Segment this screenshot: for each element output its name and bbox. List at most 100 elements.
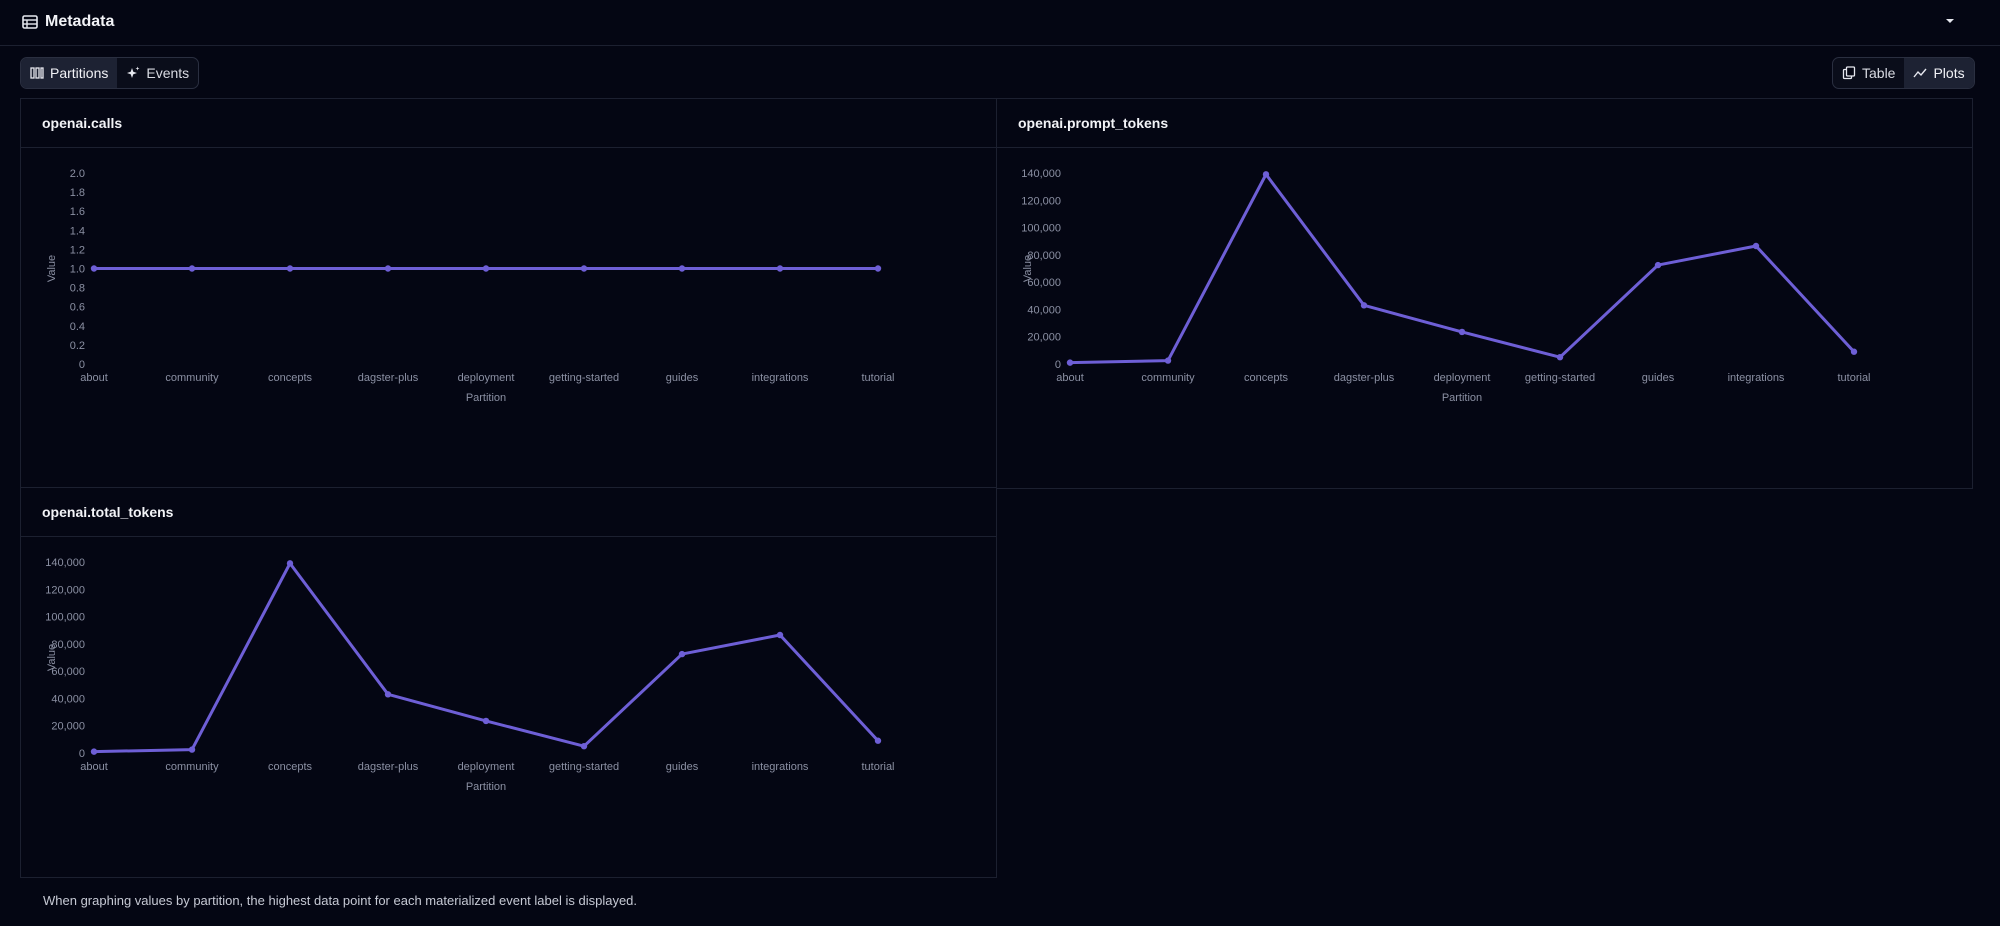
table-view-button[interactable]: Table xyxy=(1833,58,1904,88)
x-axis-label: Partition xyxy=(1442,392,1482,404)
table-list-icon xyxy=(22,15,38,29)
data-point xyxy=(874,265,882,272)
x-tick-label: concepts xyxy=(268,372,313,384)
y-tick-label: 120,000 xyxy=(1021,195,1061,207)
panel-title: openai.total_tokens xyxy=(42,504,174,520)
y-tick-label: 80,000 xyxy=(51,639,85,651)
y-tick-label: 100,000 xyxy=(45,612,85,624)
data-point xyxy=(188,746,196,753)
data-point xyxy=(1066,359,1074,366)
section-title: Metadata xyxy=(45,13,115,30)
data-point xyxy=(188,265,196,272)
data-point xyxy=(678,650,686,658)
partitions-icon xyxy=(30,67,44,79)
data-point xyxy=(384,691,392,698)
data-point xyxy=(1360,302,1368,309)
x-tick-label: guides xyxy=(666,761,699,773)
data-point xyxy=(1556,353,1564,361)
tab-events[interactable]: Events xyxy=(117,58,198,88)
y-tick-label: 60,000 xyxy=(1027,277,1061,289)
plots-view-button[interactable]: Plots xyxy=(1904,58,1974,88)
y-tick-label: 0.4 xyxy=(70,321,85,333)
data-point xyxy=(1164,357,1172,364)
y-tick-label: 120,000 xyxy=(45,584,85,596)
tab-label: Events xyxy=(146,65,190,81)
data-point xyxy=(1752,242,1760,250)
x-tick-label: tutorial xyxy=(861,761,894,773)
y-tick-label: 1.0 xyxy=(70,264,85,276)
y-tick-label: 1.4 xyxy=(70,225,85,237)
x-tick-label: tutorial xyxy=(861,372,894,384)
x-tick-label: getting-started xyxy=(1525,372,1595,384)
x-tick-label: concepts xyxy=(268,761,313,773)
data-point xyxy=(874,737,882,744)
x-tick-label: guides xyxy=(1642,372,1675,384)
y-tick-label: 0.8 xyxy=(70,283,85,295)
x-tick-label: getting-started xyxy=(549,761,619,773)
data-point xyxy=(580,265,588,272)
panel-header: openai.calls xyxy=(21,99,996,148)
data-point xyxy=(1850,348,1858,355)
tab-label: Partitions xyxy=(50,65,109,81)
caret-down-icon[interactable] xyxy=(1943,16,1957,26)
y-tick-label: 20,000 xyxy=(1027,332,1061,344)
x-tick-label: deployment xyxy=(458,372,515,384)
data-point xyxy=(482,265,490,272)
x-axis-label: Partition xyxy=(466,392,506,404)
view-label: Table xyxy=(1862,65,1896,81)
x-tick-label: dagster-plus xyxy=(1334,372,1395,384)
data-point xyxy=(580,742,588,750)
x-tick-label: about xyxy=(80,761,108,773)
x-tick-label: about xyxy=(80,372,108,384)
x-axis-label: Partition xyxy=(466,781,506,793)
panel-title: openai.calls xyxy=(42,115,123,131)
data-point xyxy=(1458,328,1466,336)
x-tick-label: integrations xyxy=(752,372,809,384)
x-tick-label: deployment xyxy=(1434,372,1491,384)
y-axis-label: Value xyxy=(46,644,58,671)
data-point xyxy=(90,748,98,755)
x-tick-label: dagster-plus xyxy=(358,761,419,773)
table-icon xyxy=(1842,66,1856,80)
sparkle-icon xyxy=(127,66,140,78)
x-tick-label: guides xyxy=(666,372,699,384)
view-toggle: Table Plots xyxy=(1832,57,1975,89)
y-axis-label: Value xyxy=(46,255,58,282)
data-point xyxy=(286,265,294,272)
x-tick-label: community xyxy=(165,761,219,773)
data-point xyxy=(776,631,784,639)
y-tick-label: 0 xyxy=(1055,359,1061,371)
chart-panel: openai.total_tokens 0 20,000 40,000 60,000 8… xyxy=(20,487,997,878)
data-point xyxy=(1654,261,1662,269)
x-tick-label: community xyxy=(165,372,219,384)
x-tick-label: deployment xyxy=(458,761,515,773)
x-tick-label: integrations xyxy=(752,761,809,773)
y-axis-label: Value xyxy=(1022,255,1034,282)
line-chart: 0 20,000 40,000 60,000 80,000 100,000 120,000 1… xyxy=(45,557,894,793)
view-label: Plots xyxy=(1933,65,1965,81)
y-tick-label: 20,000 xyxy=(51,721,85,733)
chart-panel: openai.prompt_tokens 0 20,000 40,000 60,000… xyxy=(996,98,1973,489)
y-tick-label: 140,000 xyxy=(1021,168,1061,180)
panel-header: openai.total_tokens xyxy=(21,488,996,537)
y-tick-label: 0 xyxy=(79,359,85,371)
x-tick-label: integrations xyxy=(1728,372,1785,384)
data-point xyxy=(678,265,686,272)
y-tick-label: 1.6 xyxy=(70,206,85,218)
tab-partitions[interactable]: Partitions xyxy=(21,58,118,88)
y-tick-label: 0.2 xyxy=(70,340,85,352)
data-point xyxy=(776,265,784,272)
y-tick-label: 100,000 xyxy=(1021,223,1061,235)
metadata-header: Metadata xyxy=(0,0,2000,46)
footer-note: When graphing values by partition, the h… xyxy=(43,893,638,908)
line-chart: 0 20,000 40,000 60,000 80,000 100,000 120,000 1… xyxy=(1021,168,1870,404)
data-point xyxy=(286,560,294,567)
source-toggle: Partitions Events xyxy=(20,57,200,89)
y-tick-label: 140,000 xyxy=(45,557,85,569)
y-tick-label: 2.0 xyxy=(70,168,85,180)
x-tick-label: concepts xyxy=(1244,372,1289,384)
panel-title: openai.prompt_tokens xyxy=(1018,115,1169,131)
x-tick-label: about xyxy=(1056,372,1084,384)
data-point xyxy=(1262,171,1270,178)
line-chart: 0 0.2 0.4 0.6 0.8 1.0 1.2 1.4 1.6 1.8 2.0 about comm… xyxy=(46,168,895,404)
